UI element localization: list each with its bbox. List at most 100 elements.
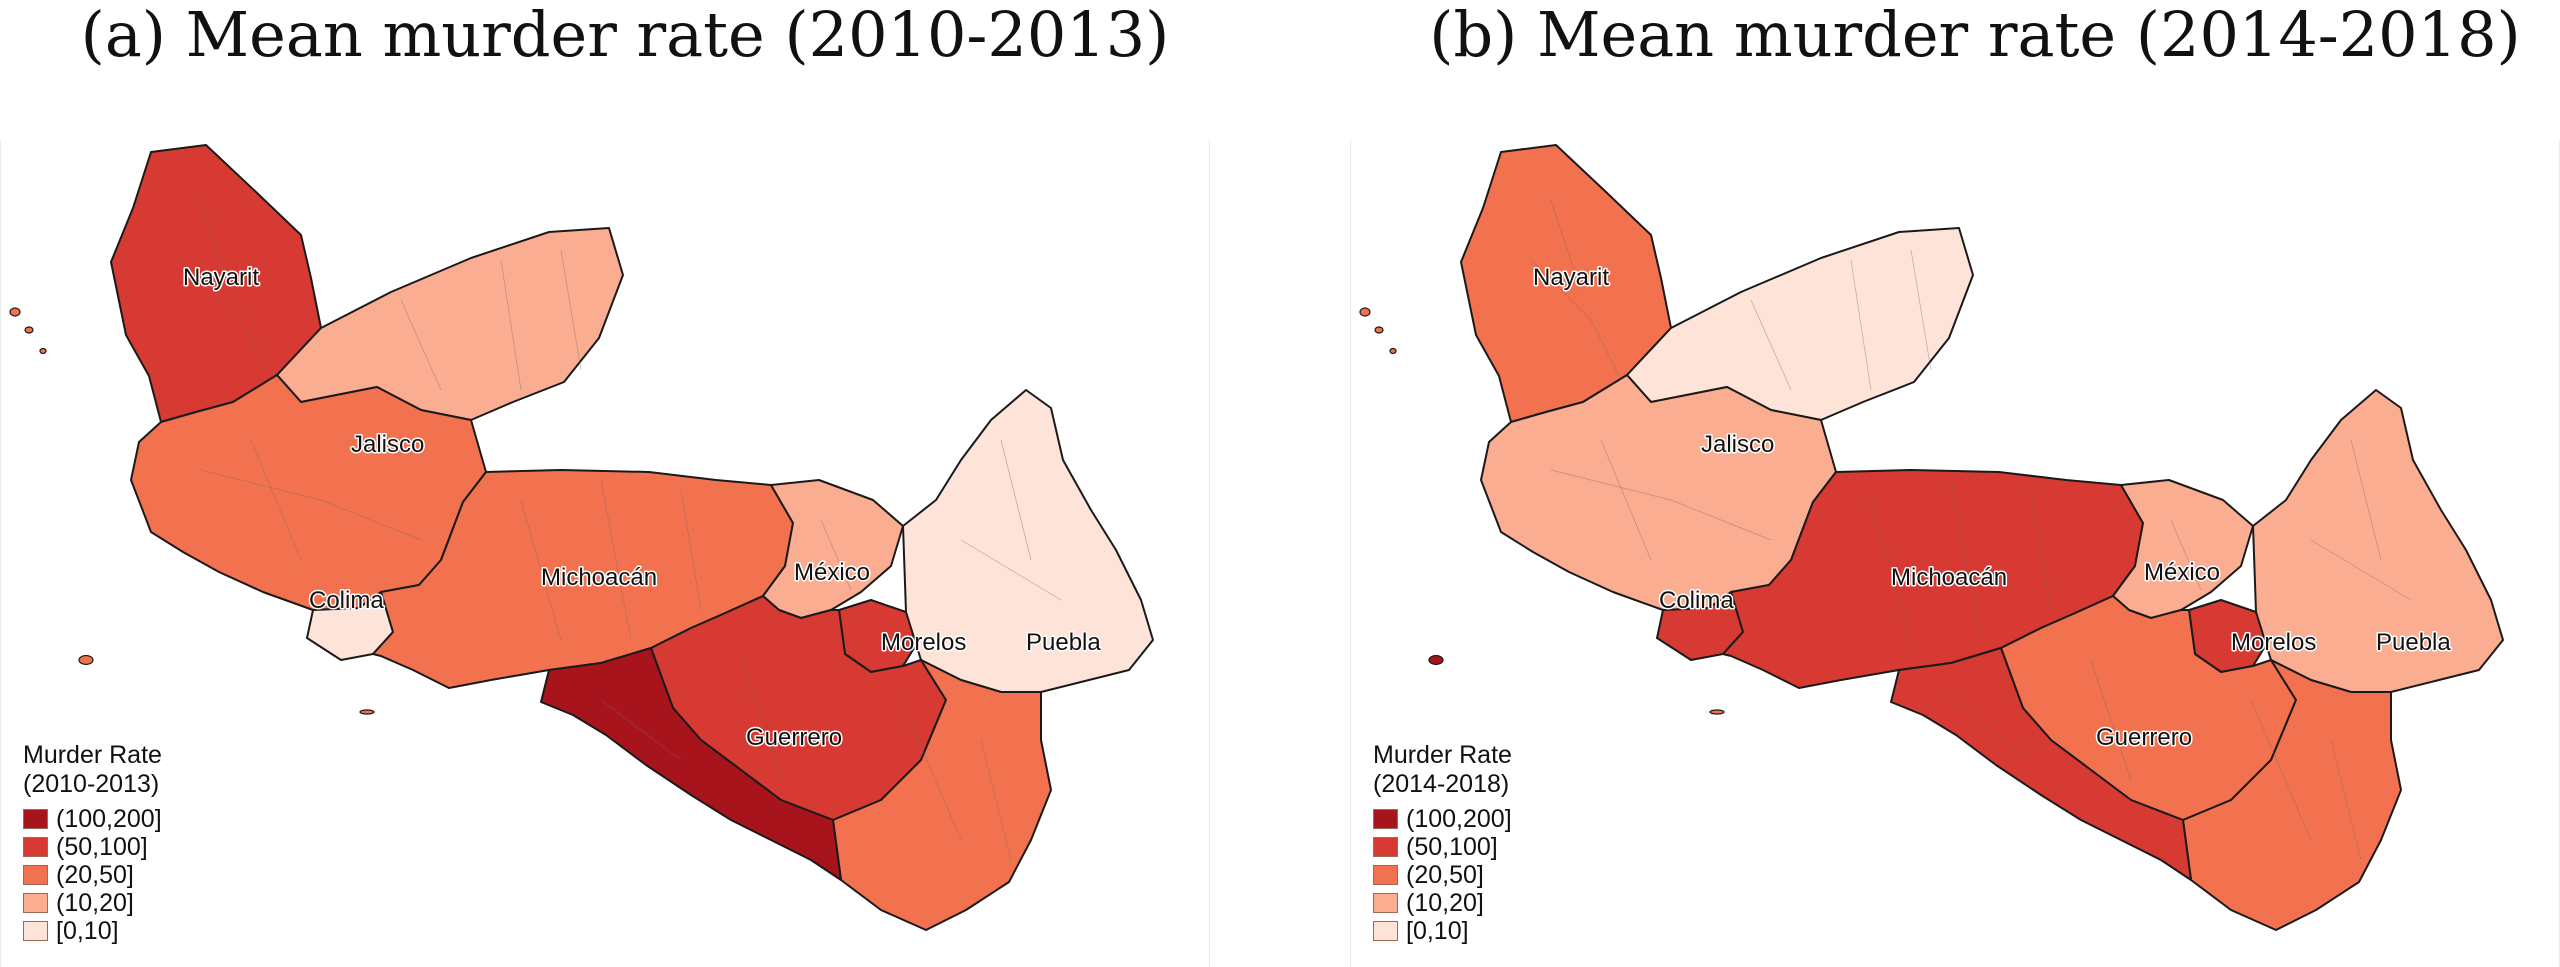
island [1709, 709, 1725, 715]
legend-item: (100,200] [1373, 805, 1512, 833]
legend-swatch [1373, 893, 1398, 913]
panel-title: (a) Mean murder rate (2010-2013) [80, 0, 1170, 71]
municipal-border [1750, 299, 1792, 391]
panel-title: (b) Mean murder rate (2014-2018) [1429, 0, 2521, 71]
municipal-border [200, 469, 422, 541]
municipal-border [1850, 259, 1872, 391]
map-panel-b: (b) Mean murder rate (2014-2018) Nayarit… [1350, 0, 2560, 967]
island [24, 326, 34, 334]
island [1428, 654, 1444, 666]
state-label-guerrero: Guerrero [2096, 724, 2192, 751]
municipal-border [2350, 439, 2382, 561]
state-label-mexico: México [2144, 559, 2220, 586]
legend-item: (20,50] [23, 861, 162, 889]
state-label-guerrero: Guerrero [746, 724, 842, 751]
municipal-border [1530, 259, 1622, 381]
state-label-michoacan: Michoacán [1891, 564, 2007, 591]
legend-swatch [23, 865, 48, 885]
legend-swatch [1373, 837, 1398, 857]
island [359, 709, 375, 715]
legend-label: (50,100] [56, 832, 148, 861]
municipal-border [1870, 499, 1912, 641]
state-label-morelos: Morelos [2231, 629, 2316, 656]
region-layer [1460, 144, 2504, 931]
legend-label: (10,20] [56, 888, 134, 917]
legend-item: (100,200] [23, 805, 162, 833]
municipal-border [1910, 249, 1932, 371]
island [9, 307, 21, 317]
municipal-border [820, 519, 852, 591]
state-label-jalisco: Jalisco [1701, 431, 1774, 458]
island [1359, 307, 1371, 317]
state-label-colima: Colima [309, 587, 384, 614]
legend-label: (100,200] [56, 804, 162, 833]
state-region-jalisco-north [276, 227, 624, 421]
legend-item: (10,20] [1373, 889, 1512, 917]
map-frame: Nayarit Jalisco Colima Michoacán México Morel… [0, 140, 1210, 967]
legend-title: Murder Rate [23, 741, 162, 769]
legend-label: (10,20] [1406, 888, 1484, 917]
legend: Murder Rate (2014-2018) (100,200] (50,100… [1373, 741, 1512, 945]
municipal-border [560, 249, 582, 371]
legend: Murder Rate (2010-2013) (100,200] (50,100… [23, 741, 162, 945]
legend-label: (20,50] [56, 860, 134, 889]
municipal-border [2030, 489, 2052, 611]
island [39, 347, 47, 355]
legend-item: (50,100] [1373, 833, 1512, 861]
state-label-puebla: Puebla [1026, 629, 1101, 656]
legend-label: [0,10] [56, 916, 119, 945]
map-frame: Nayarit Jalisco Colima Michoacán México Morel… [1350, 140, 2560, 967]
municipal-border [900, 699, 962, 841]
state-label-puebla: Puebla [2376, 629, 2451, 656]
state-label-colima: Colima [1659, 587, 1734, 614]
legend-label: [0,10] [1406, 916, 1469, 945]
state-region-jalisco-north [1626, 227, 1974, 421]
municipal-borders [180, 199, 1062, 861]
island [1374, 326, 1384, 334]
state-label-morelos: Morelos [881, 629, 966, 656]
choropleth-map: Nayarit Jalisco Colima Michoacán México Morel… [1359, 144, 2504, 931]
legend-swatch [23, 809, 48, 829]
legend-swatch [1373, 865, 1398, 885]
island [1389, 347, 1397, 355]
municipal-borders [1530, 199, 2412, 861]
municipal-border [1600, 439, 1652, 561]
map-panel-a: (a) Mean murder rate (2010-2013) Nayarit… [0, 0, 1250, 967]
municipal-border [600, 479, 632, 641]
municipal-border [960, 539, 1062, 601]
state-region-guerrero-coast [540, 647, 842, 881]
choropleth-map: Nayarit Jalisco Colima Michoacán México Morel… [9, 144, 1154, 931]
legend-item: (10,20] [23, 889, 162, 917]
municipal-border [740, 659, 782, 781]
municipal-border [1000, 439, 1032, 561]
municipal-border [250, 439, 302, 561]
state-region-guerrero-coast [1890, 647, 2192, 881]
legend-label: (50,100] [1406, 832, 1498, 861]
state-label-nayarit: Nayarit [183, 264, 259, 291]
legend-label: (20,50] [1406, 860, 1484, 889]
municipal-border [2310, 539, 2412, 601]
legend-title: Murder Rate [1373, 741, 1512, 769]
legend-swatch [1373, 921, 1398, 941]
municipal-border [400, 299, 442, 391]
municipal-border [1550, 199, 1582, 291]
municipal-border [980, 739, 1012, 861]
state-label-michoacan: Michoacán [541, 564, 657, 591]
legend-item: [0,10] [23, 917, 162, 945]
municipal-border [2170, 519, 2202, 591]
legend-label: (100,200] [1406, 804, 1512, 833]
island [78, 654, 94, 666]
municipal-border [520, 499, 562, 641]
legend-swatch [23, 893, 48, 913]
municipal-border [1950, 699, 2032, 761]
municipal-border [200, 199, 232, 291]
municipal-border [500, 259, 522, 391]
legend-swatch [23, 837, 48, 857]
municipal-border [1950, 479, 1982, 641]
legend-title-period: (2014-2018) [1373, 770, 1510, 798]
legend-item: (50,100] [23, 833, 162, 861]
region-layer [110, 144, 1154, 931]
municipal-border [180, 259, 272, 381]
legend-item: [0,10] [1373, 917, 1512, 945]
municipal-border [600, 699, 682, 761]
